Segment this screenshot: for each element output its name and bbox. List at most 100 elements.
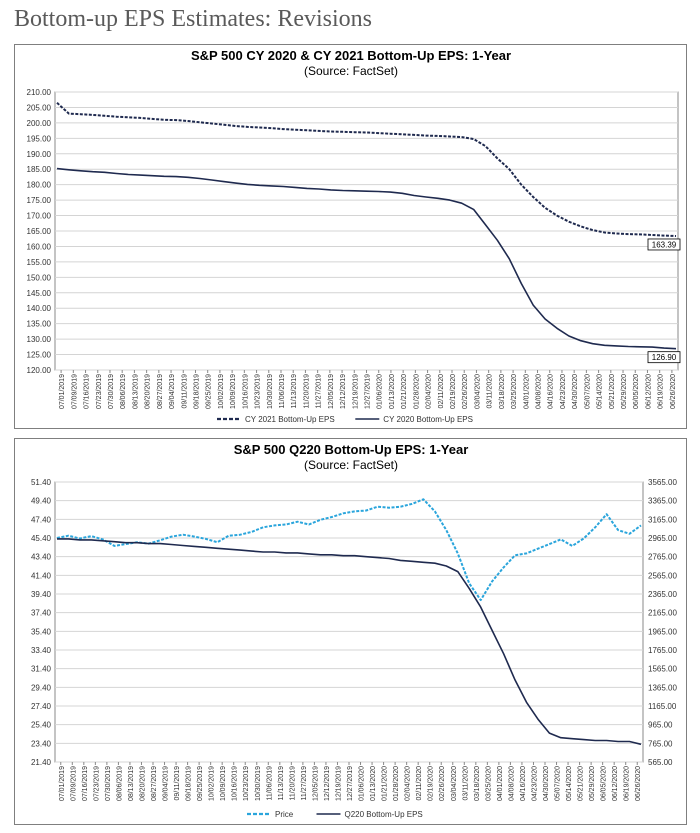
chart-1-xtick-label: 11/13/2019 [291,374,298,409]
chart-1-svg: S&P 500 CY 2020 & CY 2021 Bottom-Up EPS:… [27,48,681,424]
chart-1-xtick-label: 08/20/2019 [145,374,152,409]
chart-1-xtick-label: 09/18/2019 [193,374,200,409]
chart-2-y2tick-label: 2365.00 [648,590,677,599]
chart-1-xtick-label: 02/26/2020 [462,374,469,409]
chart-2-xtick-label: 02/11/2020 [416,766,423,801]
chart-2-xtick-label: 04/23/2020 [531,766,538,801]
chart-2-xtick-label: 10/16/2019 [232,766,239,801]
chart-2-xtick-label: 04/16/2020 [520,766,527,801]
chart-2-y2tick-label: 2565.00 [648,571,677,580]
chart-1-ytick-label: 210.00 [27,88,52,97]
chart-2-y2tick-label: 3365.00 [648,497,677,506]
chart-2-xtick-label: 12/19/2019 [335,766,342,801]
chart-1-ytick-label: 195.00 [27,134,52,143]
chart-1-xtick-label: 02/19/2020 [450,374,457,409]
chart-1-xtick-label: 04/01/2020 [523,374,530,409]
chart-1-xtick-label: 10/02/2019 [218,374,225,409]
chart-2-xtick-label: 05/21/2020 [578,766,585,801]
chart-1-ytick-label: 185.00 [27,165,52,174]
chart-2-ytick-label: 49.40 [31,497,52,506]
chart-2-ytick-label: 43.40 [31,553,52,562]
chart-2-ytick-label: 47.40 [31,515,52,524]
chart-1-xtick-label: 12/05/2019 [328,374,335,409]
chart-1-xtick-label: 08/27/2019 [157,374,164,409]
chart-2-series-price-line [56,498,642,602]
chart-2-xtick-label: 04/30/2020 [543,766,550,801]
chart-2-xtick-label: 05/29/2020 [589,766,596,801]
chart-1-ytick-label: 175.00 [27,196,52,205]
chart-1-xtick-label: 05/21/2020 [609,374,616,409]
chart-1-xtick-label: 05/14/2020 [597,374,604,409]
chart-2-xtick-label: 07/01/2019 [59,766,66,801]
chart-2-subtitle: (Source: FactSet) [304,458,398,472]
chart-1-xtick-label: 01/13/2020 [389,374,396,409]
chart-1-xtick-label: 07/01/2019 [59,374,66,409]
chart-1-title: S&P 500 CY 2020 & CY 2021 Bottom-Up EPS:… [191,48,511,63]
chart-2-legend-label-q220-bottom-up-eps: Q220 Bottom-Up EPS [345,810,423,819]
chart-1-xtick-label: 07/30/2019 [108,374,115,409]
chart-1-xtick-label: 09/25/2019 [206,374,213,409]
chart-2-xtick-label: 08/20/2019 [139,766,146,801]
chart-1-xtick-label: 06/19/2020 [658,374,665,409]
chart-1-xtick-label: 12/19/2019 [352,374,359,409]
chart-1-ytick-label: 120.00 [27,366,52,375]
chart-1-xtick-label: 08/06/2019 [120,374,127,409]
chart-1-xtick-label: 03/11/2020 [487,374,494,409]
chart-1-xtick-label: 04/23/2020 [560,374,567,409]
chart-1-legend-label-cy-2020-bottom-up-eps: CY 2020 Bottom-Up EPS [383,415,473,424]
chart-2-xtick-label: 12/12/2019 [324,766,331,801]
chart-2-xtick-label: 02/19/2020 [428,766,435,801]
chart-2-y2tick-label: 3565.00 [648,478,677,487]
chart-1-xtick-label: 01/21/2020 [401,374,408,409]
chart-1-xtick-label: 03/18/2020 [499,374,506,409]
chart-1-xtick-label: 12/27/2019 [365,374,372,409]
chart-1-end-label: 163.39 [652,240,677,249]
chart-2-ytick-label: 35.40 [31,627,52,636]
chart-1-ytick-label: 150.00 [27,273,52,282]
chart-2-y2tick-label: 965.00 [648,721,673,730]
chart-2-ytick-label: 21.40 [31,758,52,767]
chart-2-xtick-label: 09/11/2019 [174,766,181,801]
chart-1-xtick-label: 05/07/2020 [584,374,591,409]
chart-1-ytick-label: 125.00 [27,351,52,360]
chart-2-xtick-label: 03/11/2020 [462,766,469,801]
chart-2-xtick-label: 11/06/2019 [266,766,273,801]
chart-2-xtick-label: 02/04/2020 [405,766,412,801]
chart-1-ytick-label: 160.00 [27,242,52,251]
chart-2-xtick-label: 01/28/2020 [393,766,400,801]
chart-2-xtick-label: 10/02/2019 [209,766,216,801]
chart-1-xtick-label: 10/30/2019 [267,374,274,409]
chart-2-xtick-label: 05/14/2020 [566,766,573,801]
chart-2-xtick-label: 03/18/2020 [474,766,481,801]
chart-1-end-label: 126.90 [652,353,677,362]
chart-2-ytick-label: 23.40 [31,739,52,748]
chart-1-ytick-label: 200.00 [27,119,52,128]
chart-2-xtick-label: 07/09/2019 [70,766,77,801]
chart-1-ytick-label: 190.00 [27,150,52,159]
chart-1-xtick-label: 04/16/2020 [548,374,555,409]
chart-2-y2tick-label: 3165.00 [648,515,677,524]
chart-1-xtick-label: 09/04/2019 [169,374,176,409]
chart-2-xtick-label: 11/27/2019 [301,766,308,801]
chart-1-ytick-label: 165.00 [27,227,52,236]
chart-1-xtick-label: 10/09/2019 [230,374,237,409]
chart-1-xtick-label: 12/12/2019 [340,374,347,409]
chart-2-ytick-label: 39.40 [31,590,52,599]
chart-1-xtick-label: 06/05/2020 [633,374,640,409]
chart-2-ytick-label: 27.40 [31,702,52,711]
chart-1-xtick-label: 03/25/2020 [511,374,518,409]
chart-2-xtick-label: 01/21/2020 [382,766,389,801]
chart-1-ytick-label: 130.00 [27,335,52,344]
chart-2-xtick-label: 12/27/2019 [347,766,354,801]
chart-2-xtick-label: 02/26/2020 [439,766,446,801]
chart-2-xtick-label: 09/04/2019 [163,766,170,801]
chart-2-series-q220-bottom-up-eps-line [57,538,642,746]
chart-2-xtick-label: 08/06/2019 [116,766,123,801]
chart-2-ytick-label: 41.40 [31,571,52,580]
chart-2-xtick-label: 04/01/2020 [497,766,504,801]
chart-2-xtick-label: 11/13/2019 [278,766,285,801]
chart-2-y2tick-label: 1765.00 [648,646,677,655]
chart-2-legend-label-price: Price [275,810,294,819]
chart-2-xtick-label: 01/06/2020 [359,766,366,801]
chart-1-subtitle: (Source: FactSet) [304,64,398,78]
